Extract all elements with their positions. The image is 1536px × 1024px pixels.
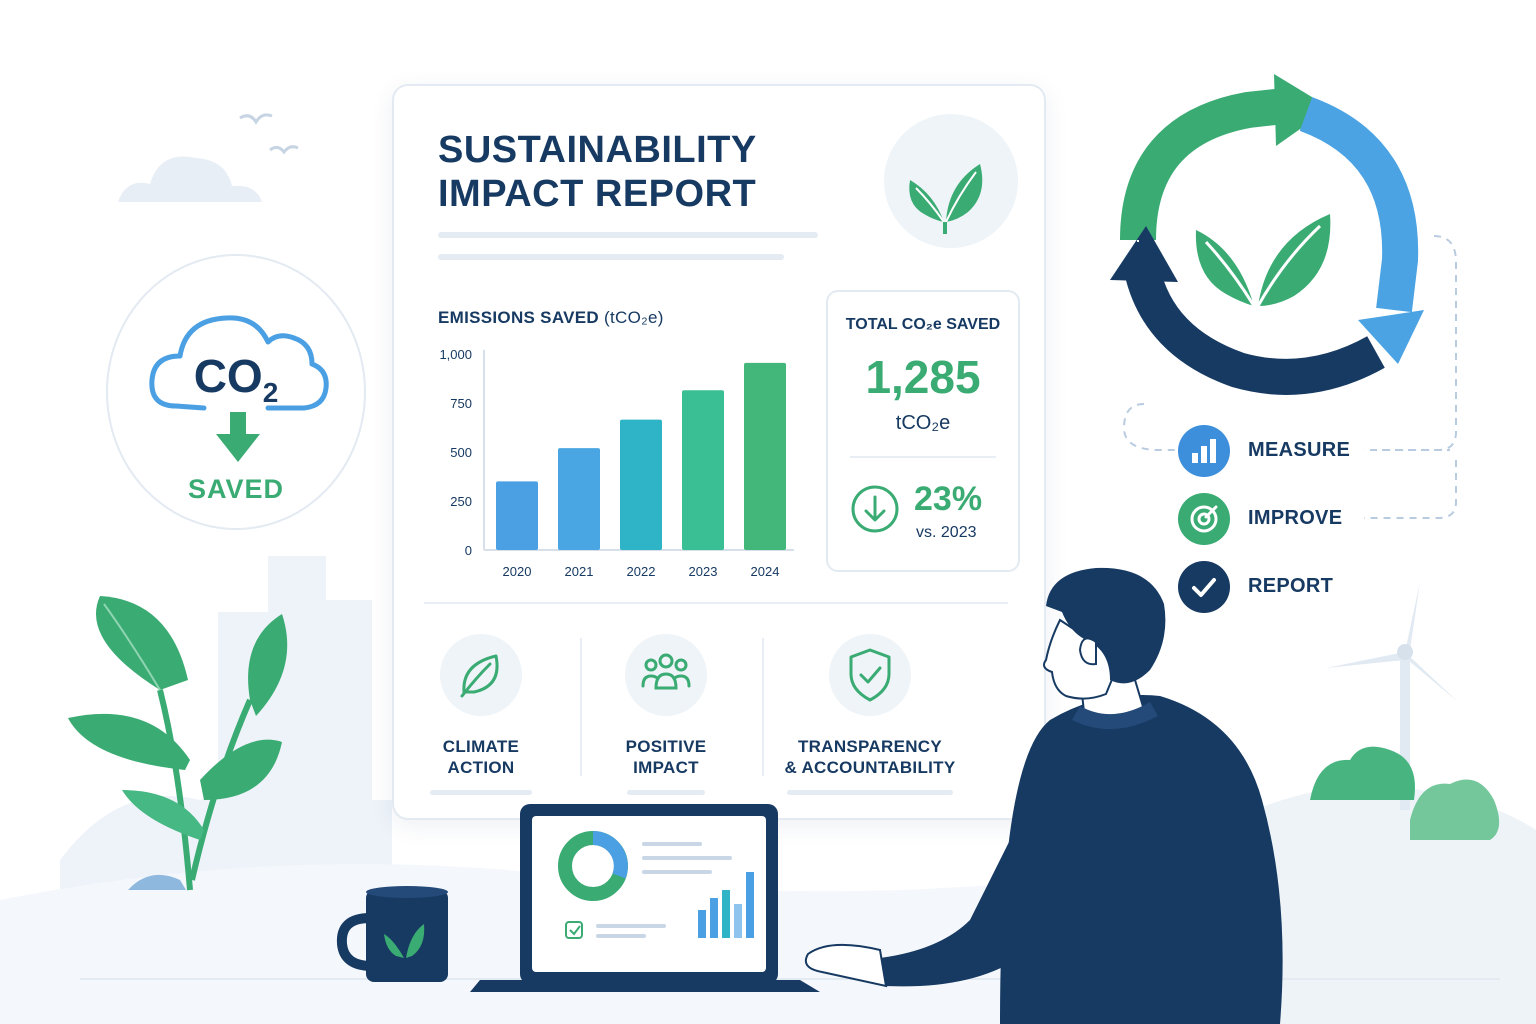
emissions-bar-chart: 0 250 500 750 1,000 2020 2021 2022 2023 2024 bbox=[439, 347, 794, 579]
step-icon-bg bbox=[1178, 493, 1230, 545]
feature-label-line2: ACTION bbox=[447, 758, 515, 777]
co2-saved-label: SAVED bbox=[187, 474, 285, 504]
feature-label: CLIMATE ACTION bbox=[381, 736, 581, 778]
step-label: MEASURE bbox=[1248, 439, 1351, 461]
cycle-arrows-icon bbox=[1110, 74, 1424, 395]
leaf-badge bbox=[884, 114, 1018, 248]
bar bbox=[558, 448, 600, 550]
feature-underline bbox=[787, 790, 953, 795]
bar bbox=[682, 390, 724, 550]
bar bbox=[744, 362, 786, 550]
bush bbox=[1310, 746, 1415, 800]
target-icon bbox=[1190, 505, 1218, 533]
total-label: TOTAL CO₂e SAVED bbox=[845, 316, 1001, 333]
check-icon bbox=[1192, 578, 1216, 597]
feature-transparency: TRANSPARENCY & ACCOUNTABILITY bbox=[770, 634, 970, 795]
leaf-icon bbox=[460, 654, 499, 698]
y-tick-label: 500 bbox=[450, 445, 472, 460]
placeholder-text-line bbox=[438, 232, 818, 238]
step-label: REPORT bbox=[1248, 575, 1334, 597]
report-title: SUSTAINABILITY IMPACT REPORT bbox=[438, 128, 757, 216]
bird bbox=[269, 145, 299, 155]
report-card: SUSTAINABILITY IMPACT REPORT EMISSIONS S… bbox=[392, 84, 1046, 820]
feature-icon-wrap bbox=[440, 634, 522, 716]
y-tick-label: 0 bbox=[465, 543, 472, 558]
report-title-line1: SUSTAINABILITY bbox=[438, 129, 757, 171]
vertical-divider bbox=[580, 638, 582, 776]
feature-icon-wrap bbox=[829, 634, 911, 716]
bar bbox=[620, 419, 662, 550]
wind-turbine bbox=[1326, 582, 1458, 810]
bird bbox=[239, 113, 273, 125]
percent-change-sub: vs. 2023 bbox=[916, 524, 977, 541]
vertical-divider bbox=[762, 638, 764, 776]
chart-title: EMISSIONS SAVED (tCO₂e) bbox=[438, 308, 664, 328]
divider bbox=[850, 456, 996, 458]
feature-icon-wrap bbox=[625, 634, 707, 716]
co2-saved-badge: CO2 SAVED bbox=[106, 254, 366, 530]
placeholder-text-line bbox=[438, 254, 784, 260]
cloud bbox=[118, 156, 262, 202]
chart-unit: (tCO₂e) bbox=[604, 308, 664, 327]
x-tick-label: 2023 bbox=[689, 564, 718, 579]
feature-label-line2: IMPACT bbox=[633, 758, 699, 777]
bar-chart-icon bbox=[1192, 439, 1216, 463]
dashed-connector bbox=[1122, 235, 1457, 519]
total-unit: tCO₂e bbox=[895, 412, 951, 434]
bush bbox=[1410, 779, 1500, 840]
feature-label: TRANSPARENCY & ACCOUNTABILITY bbox=[770, 736, 970, 778]
co2-cloud-icon: CO2 bbox=[149, 315, 329, 462]
step-icon-bg bbox=[1178, 425, 1230, 477]
y-tick-label: 750 bbox=[450, 396, 472, 411]
feature-label-line2: & ACCOUNTABILITY bbox=[784, 758, 956, 777]
feature-label-line1: POSITIVE bbox=[625, 737, 707, 756]
leaf-icon bbox=[909, 164, 983, 234]
feature-label: POSITIVE IMPACT bbox=[566, 736, 766, 778]
x-tick-label: 2024 bbox=[751, 564, 780, 579]
arrow-down-circle-icon bbox=[851, 485, 899, 533]
feature-underline bbox=[430, 790, 532, 795]
co2-text: CO2 bbox=[194, 350, 279, 408]
total-co2-box: TOTAL CO₂e SAVED 1,285 tCO₂e 23% vs. 202… bbox=[826, 290, 1020, 572]
shield-check-icon bbox=[849, 648, 891, 702]
total-value: 1,285 bbox=[865, 351, 981, 403]
x-tick-label: 2020 bbox=[503, 564, 532, 579]
report-title-line2: IMPACT REPORT bbox=[438, 173, 757, 215]
feature-climate-action: CLIMATE ACTION bbox=[381, 634, 581, 795]
step-icon-bg bbox=[1178, 561, 1230, 613]
feature-label-line1: CLIMATE bbox=[442, 737, 520, 756]
step-label: IMPROVE bbox=[1248, 507, 1343, 529]
plant bbox=[68, 596, 288, 891]
percent-change: 23% bbox=[914, 480, 983, 518]
bar bbox=[496, 481, 538, 550]
feature-label-line1: TRANSPARENCY bbox=[797, 737, 943, 756]
section-divider bbox=[424, 602, 1008, 604]
feature-underline bbox=[627, 790, 705, 795]
x-tick-label: 2022 bbox=[627, 564, 656, 579]
feature-positive-impact: POSITIVE IMPACT bbox=[566, 634, 766, 795]
chart-title-text: EMISSIONS SAVED bbox=[438, 308, 599, 327]
y-tick-label: 1,000 bbox=[439, 347, 472, 362]
people-icon bbox=[641, 653, 691, 690]
x-tick-label: 2021 bbox=[565, 564, 594, 579]
y-tick-label: 250 bbox=[450, 494, 472, 509]
